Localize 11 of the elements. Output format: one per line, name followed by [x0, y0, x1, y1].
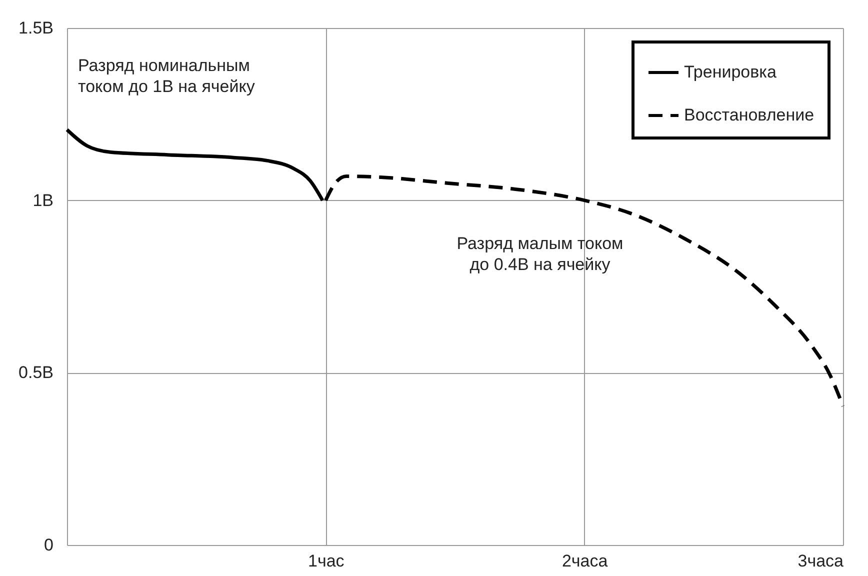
x-tick-label: 2часа	[562, 552, 608, 570]
annotation: Разряд номинальным током до 1В на ячейку	[78, 56, 256, 96]
annotation: Разряд малым током до 0.4В на ячейку	[456, 234, 624, 274]
x-tick-label: 1час	[308, 552, 345, 570]
legend-label: Тренировка	[684, 62, 777, 82]
y-tick-label: 1В	[32, 190, 54, 210]
y-tick-label: 0	[44, 536, 54, 554]
legend-label: Восстановление	[684, 106, 814, 124]
x-tick-label: 3часа	[798, 552, 844, 570]
y-tick-label: 1.5В	[18, 18, 54, 38]
y-tick-label: 0.5В	[18, 363, 54, 382]
